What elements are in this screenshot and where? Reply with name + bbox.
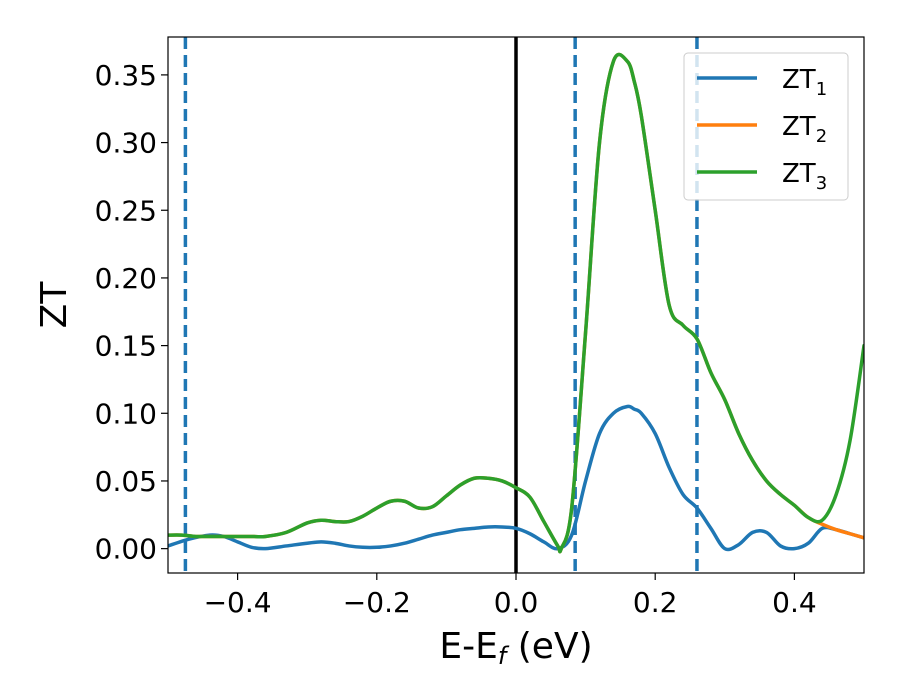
- y-tick-label: 0.15: [95, 330, 157, 363]
- y-tick-label: 0.05: [95, 465, 157, 498]
- x-tick-label: −0.4: [204, 586, 272, 619]
- legend-label-zt1: ZT1: [782, 65, 827, 100]
- series-line-zt1: [168, 404, 864, 552]
- x-tick-label: 0.4: [772, 586, 817, 619]
- y-tick-label: 0.20: [95, 262, 157, 295]
- y-tick-label: 0.25: [95, 194, 157, 227]
- x-axis: −0.4 −0.2 0.0 0.2 0.4: [204, 573, 817, 619]
- x-axis-title: E-Ef (eV): [439, 626, 592, 670]
- x-axis-title-tail: (eV): [506, 626, 592, 667]
- reference-lines: [183, 37, 699, 573]
- x-tick-label: −0.2: [343, 586, 411, 619]
- x-axis-title-main: E-E: [439, 626, 497, 667]
- series-line-zt3: [168, 52, 864, 554]
- x-tick-label: 0.2: [633, 586, 678, 619]
- legend-label-zt2: ZT2: [782, 112, 827, 147]
- y-tick-label: 0.00: [95, 533, 157, 566]
- series-lines: [168, 52, 864, 554]
- legend: ZT1 ZT2 ZT3: [683, 52, 849, 201]
- legend-label-zt3: ZT3: [782, 159, 827, 194]
- x-tick-label: 0.0: [494, 586, 539, 619]
- y-axis-title: ZT: [34, 281, 75, 329]
- y-tick-label: 0.30: [95, 127, 157, 160]
- y-axis: 0.00 0.05 0.10 0.15 0.20 0.25 0.30 0.35: [95, 59, 168, 566]
- y-tick-label: 0.10: [95, 397, 157, 430]
- y-tick-label: 0.35: [95, 59, 157, 92]
- legend-box: [683, 52, 849, 201]
